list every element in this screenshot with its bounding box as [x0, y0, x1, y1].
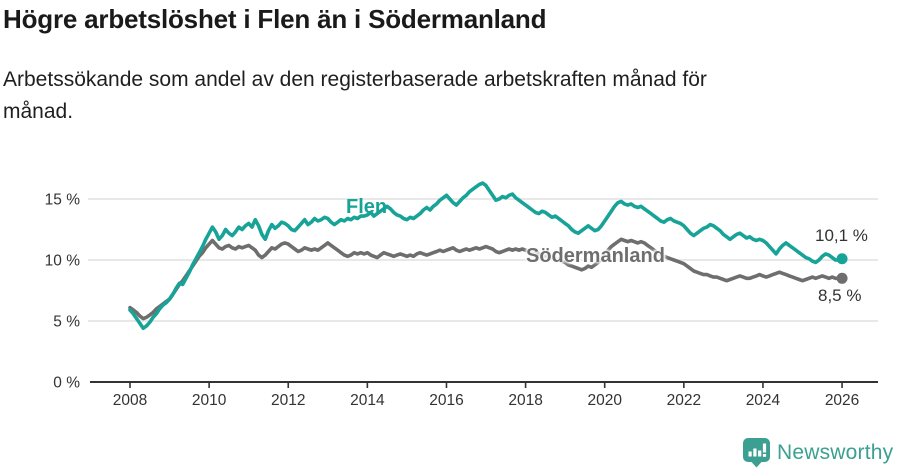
x-tick-label: 2010	[192, 392, 227, 409]
newsworthy-logo: Newsworthy	[743, 438, 893, 468]
y-tick-label: 5 %	[53, 314, 80, 331]
x-tick-label: 2020	[587, 392, 622, 409]
series-end-dot-södermanland	[836, 272, 848, 284]
series-label-flen: Flen	[346, 196, 388, 218]
newsworthy-wordmark: Newsworthy	[777, 441, 894, 464]
x-tick-label: 2024	[746, 392, 781, 409]
x-tick-label: 2022	[667, 392, 701, 409]
x-tick-label: 2008	[113, 392, 147, 409]
series-line-södermanland	[128, 237, 844, 321]
x-tick-label: 2016	[429, 392, 463, 409]
series-end-dot-flen	[836, 253, 848, 265]
x-tick-label: 2014	[350, 392, 385, 409]
series-line-flen	[128, 181, 844, 331]
x-tick-label: 2026	[825, 392, 859, 409]
chart-subtitle-line2: månad.	[3, 99, 74, 123]
y-tick-label: 0 %	[53, 375, 80, 392]
x-tick-label: 2018	[508, 392, 542, 409]
x-tick-label: 2012	[271, 392, 305, 409]
chart-title: Högre arbetslöshet i Flen än i Södermanl…	[3, 4, 547, 34]
chart-subtitle: Arbetssökande som andel av den registerb…	[3, 64, 707, 127]
chart-subtitle-line1: Arbetssökande som andel av den registerb…	[3, 68, 707, 91]
y-tick-label: 10 %	[45, 253, 81, 270]
series-label-sodermanland: Södermanland	[526, 245, 665, 267]
end-value-label-flen: 10,1 %	[815, 226, 868, 245]
y-tick-label: 15 %	[45, 192, 81, 209]
newsworthy-icon	[743, 438, 770, 468]
end-value-label-sodermanland: 8,5 %	[818, 286, 862, 305]
